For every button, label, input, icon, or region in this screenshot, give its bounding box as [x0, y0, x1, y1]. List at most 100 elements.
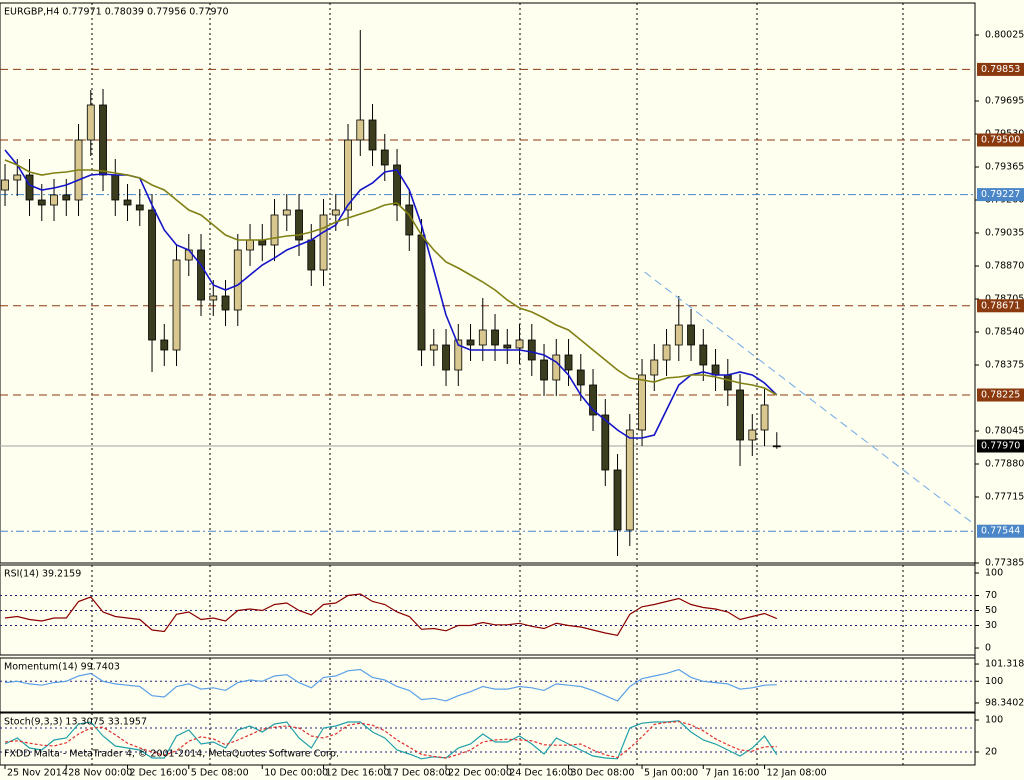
candle-body — [576, 369, 585, 386]
indicator-line — [4, 720, 777, 759]
y-tick-label: 100 — [985, 568, 1003, 579]
y-tick-label: 0.80025 — [985, 30, 1024, 41]
candle-body — [503, 344, 512, 349]
candle-body — [442, 344, 450, 371]
y-tick-label: 0.77385 — [985, 558, 1024, 569]
y-tick-label: 98.3402 — [985, 697, 1024, 708]
candle-body — [148, 209, 156, 341]
panel-title: EURGBP,H4 0.77971 0.78039 0.77956 0.7797… — [4, 7, 229, 18]
y-tick-label: 100 — [985, 676, 1003, 687]
indicator-line — [4, 593, 778, 636]
y-tick-label: 0.79695 — [985, 96, 1024, 107]
candle-body — [111, 174, 120, 201]
candle-body — [1, 179, 9, 191]
candle-body — [380, 149, 389, 166]
y-tick-label: 20 — [985, 747, 997, 758]
candle-body — [638, 374, 646, 431]
price-level-box — [977, 62, 1024, 76]
y-tick-label: 0.79035 — [985, 228, 1024, 239]
candle-body — [99, 104, 107, 176]
price-level-label: 0.79500 — [981, 135, 1020, 146]
candle-body — [233, 249, 242, 311]
candle-body — [760, 404, 769, 431]
y-tick-label: 70 — [985, 590, 997, 601]
y-tick-label: 0.78870 — [985, 261, 1024, 272]
x-tick-label: 12 Jan 08:00 — [767, 768, 827, 779]
x-tick-label: 12 Dec 16:00 — [326, 768, 390, 779]
candle-body — [650, 359, 659, 376]
candle-body — [13, 174, 22, 181]
candle-body — [540, 359, 548, 381]
y-tick-label: 30 — [985, 620, 997, 631]
candle-body — [307, 239, 316, 271]
candle-body — [723, 374, 732, 391]
candle-body — [417, 234, 426, 351]
candle-body — [356, 119, 365, 141]
price-level-label: 0.79853 — [981, 64, 1020, 75]
y-tick-label: 0.78540 — [985, 327, 1024, 338]
candle-body — [25, 174, 34, 201]
candle-body — [344, 139, 352, 211]
candle-body — [172, 259, 181, 351]
price-level-label: 0.79227 — [981, 189, 1020, 200]
y-tick-label: 0.78045 — [985, 426, 1024, 437]
x-tick-label: 10 Dec 00:00 — [264, 768, 328, 779]
x-tick-label: 24 Dec 16:00 — [509, 768, 573, 779]
candle-body — [429, 344, 438, 351]
x-tick-label: 30 Dec 08:00 — [571, 768, 635, 779]
candle-body — [674, 324, 683, 346]
candle-body — [393, 164, 401, 206]
candle-body — [466, 339, 475, 346]
candle-body — [772, 445, 781, 448]
candle-body — [37, 199, 46, 206]
candle-body — [160, 339, 169, 351]
indicator-line — [4, 668, 777, 702]
y-tick-label: 100 — [985, 715, 1003, 726]
indicator-line — [4, 159, 778, 396]
candle-body — [246, 239, 254, 251]
price-level-box — [977, 299, 1024, 313]
candle-body — [625, 429, 634, 531]
candle-body — [491, 329, 499, 346]
candle-body — [601, 414, 610, 471]
x-tick-label: 25 Nov 2014 — [7, 768, 68, 779]
candle-body — [50, 194, 58, 206]
price-level-box — [977, 524, 1024, 538]
y-tick-label: 0 — [985, 643, 991, 654]
price-level-box — [977, 133, 1024, 147]
price-level-box — [977, 439, 1024, 453]
candle-body — [184, 249, 193, 261]
candle-body — [319, 214, 328, 271]
y-tick-label: 0.78375 — [985, 360, 1024, 371]
price-level-box — [977, 388, 1024, 402]
price-level-label: 0.78225 — [981, 390, 1020, 401]
candle-body — [135, 204, 144, 211]
candle-body — [123, 199, 132, 206]
candle-body — [527, 339, 536, 361]
candle-body — [209, 295, 218, 301]
candle-body — [270, 214, 279, 246]
candle-body — [62, 194, 71, 201]
x-tick-label: 7 Jan 16:00 — [705, 768, 759, 779]
footer: FXDD Malta - MetaTrader 4, © 2001-2014, … — [4, 749, 339, 760]
candle-body — [699, 344, 708, 366]
candle-body — [736, 389, 744, 441]
x-tick-label: 2 Dec 16:00 — [130, 768, 188, 779]
price-level-box — [977, 188, 1024, 202]
candle-body — [86, 104, 95, 141]
candle-body — [564, 354, 573, 371]
price-level-label: 0.77970 — [981, 441, 1020, 452]
candle-body — [282, 209, 291, 216]
y-tick-label: 0.78705 — [985, 294, 1024, 305]
panel-title: RSI(14) 39.2159 — [4, 569, 81, 580]
candle-body — [687, 324, 695, 346]
x-tick-label: 17 Dec 08:00 — [387, 768, 451, 779]
x-tick-label: 5 Dec 08:00 — [191, 768, 249, 779]
panel-title: Momentum(14) 99.7403 — [4, 662, 120, 673]
y-tick-label: 0.77715 — [985, 492, 1024, 503]
candle-body — [221, 295, 230, 311]
candle-body — [515, 339, 524, 349]
panel-title: Stoch(9,3,3) 13.3075 33.1957 — [4, 717, 147, 728]
